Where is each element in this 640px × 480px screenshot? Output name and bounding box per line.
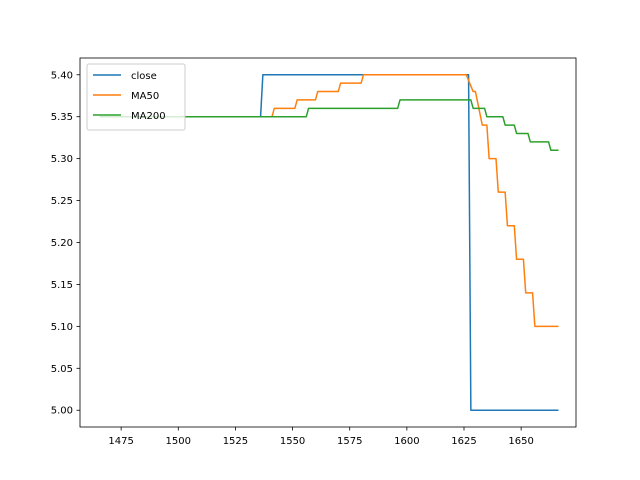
x-tick-label: 1525 [223,436,248,447]
x-tick-label: 1550 [280,436,305,447]
legend: close MA50 MA200 [86,63,186,131]
legend-box [86,63,186,131]
x-tick-label: 1650 [508,436,533,447]
y-tick-label: 5.40 [51,70,73,81]
y-tick-label: 5.20 [51,238,73,249]
y-tick-label: 5.05 [51,364,73,375]
y-tick-label: 5.15 [51,280,73,291]
series-line-ma50 [99,74,559,328]
x-tick-label: 1475 [108,436,133,447]
legend-label-ma50: MA50 [131,91,159,102]
x-tick-label: 1625 [451,436,476,447]
legend-label-ma200: MA200 [131,111,166,122]
y-tick-label: 5.25 [51,196,73,207]
x-tick-label: 1575 [337,436,362,447]
y-tick-label: 5.30 [51,154,73,165]
y-tick-label: 5.10 [51,322,73,333]
plot-area: 1475 1500 1525 1550 1575 1600 1625 1650 5.00 5.05… [51,57,577,447]
y-tick-label: 5.00 [51,406,73,417]
x-tick-label: 1600 [394,436,419,447]
y-tick-label: 5.35 [51,112,73,123]
x-tick-label: 1500 [166,436,191,447]
series-line-ma200 [99,99,559,151]
legend-label-close: close [131,71,157,82]
